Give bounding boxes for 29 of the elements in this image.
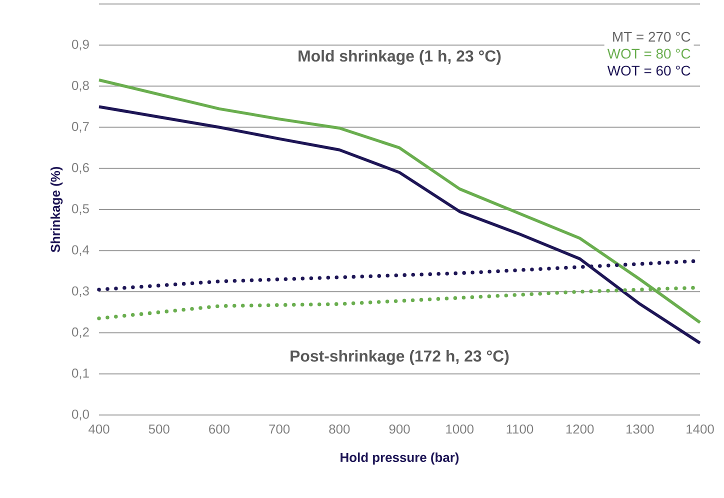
text: WOT = 60 °C bbox=[607, 66, 690, 76]
text: WOT = 80 °C bbox=[607, 48, 690, 59]
x-tick-label: 900 bbox=[389, 424, 410, 434]
annotation: Mold shrinkage (1 h, 23 °C) bbox=[298, 50, 501, 65]
x-tick-label: 1300 bbox=[626, 424, 654, 434]
line-series bbox=[98, 105, 702, 345]
x-tick-label: 700 bbox=[269, 424, 290, 434]
x-tick-label: 1000 bbox=[446, 424, 474, 434]
x-tick-label: 1100 bbox=[506, 424, 534, 434]
y-tick-label: 0,3 bbox=[72, 286, 89, 298]
x-tick-label: 1400 bbox=[686, 424, 714, 434]
x-tick-label: 800 bbox=[329, 424, 350, 434]
y-tick-label: 0,8 bbox=[72, 80, 89, 92]
y-tick-label: 0,0 bbox=[72, 410, 89, 420]
x-axis-title: Hold pressure (bar) bbox=[340, 452, 459, 465]
y-tick-label: 0,7 bbox=[72, 122, 89, 133]
x-tick-label: 600 bbox=[209, 424, 230, 434]
y-tick-label: 0,6 bbox=[72, 163, 89, 174]
annotation: Post-shrinkage (172 h, 23 °C) bbox=[290, 350, 509, 365]
y-tick-label: 0,2 bbox=[72, 327, 89, 338]
y-tick-label: 0,9 bbox=[72, 40, 89, 50]
y-tick-label: 0,4 bbox=[72, 245, 90, 256]
x-tick-label: 1200 bbox=[566, 424, 594, 434]
x-tick-label: 500 bbox=[148, 424, 170, 434]
y-tick-label: 0,1 bbox=[72, 368, 89, 380]
y-axis-title: Shrinkage (%) bbox=[50, 166, 63, 252]
y-tick-label: 0,5 bbox=[72, 204, 89, 215]
legend-title: MT = 270 °C bbox=[613, 32, 690, 42]
x-tick-label: 400 bbox=[88, 424, 110, 434]
